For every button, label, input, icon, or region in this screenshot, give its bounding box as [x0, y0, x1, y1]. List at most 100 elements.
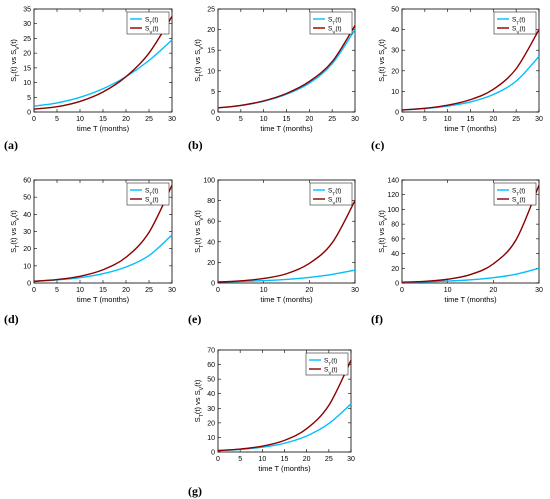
x-tick-label: 30	[351, 116, 359, 123]
legend-label: SV(t)	[145, 26, 159, 35]
y-tick-label: 50	[23, 195, 31, 202]
y-tick-label: 60	[23, 178, 31, 185]
legend-label: ST(t)	[328, 17, 341, 26]
y-axis-label: ST(t) vs SV(t)	[193, 39, 205, 82]
legend-label: ST(t)	[324, 358, 337, 367]
x-axis-label: time T (months)	[258, 464, 311, 473]
x-tick-label: 0	[216, 456, 220, 463]
y-tick-label: 40	[207, 239, 215, 246]
y-tick-label: 15	[23, 65, 31, 72]
legend-label: SV(t)	[328, 26, 342, 35]
x-tick-label: 20	[303, 456, 311, 463]
x-tick-label: 10	[260, 287, 268, 294]
y-tick-label: 140	[387, 178, 399, 185]
x-tick-label: 30	[168, 116, 176, 123]
chart-c: 0 5 10 15 20 25 30 0 10 20 30 40 50 time T (months) ST…	[377, 7, 543, 134]
panel-label-d: (d)	[4, 312, 19, 326]
y-tick-label: 120	[387, 192, 399, 199]
y-tick-label: 30	[391, 48, 399, 55]
x-tick-label: 30	[168, 287, 176, 294]
legend-label: ST(t)	[328, 188, 341, 197]
y-tick-label: 0	[27, 110, 31, 117]
x-tick-label: 20	[489, 116, 497, 123]
y-tick-label: 100	[387, 207, 399, 214]
chart-b: 0 5 10 15 20 25 30 0 5 10 15 20 25 time T (months) ST(…	[193, 7, 359, 134]
y-axis-label: ST(t) vs SV(t)	[377, 39, 389, 82]
x-axis-label: time T (months)	[260, 124, 313, 133]
x-tick-label: 10	[76, 287, 84, 294]
x-axis-label: time T (months)	[444, 124, 497, 133]
x-tick-label: 25	[145, 116, 153, 123]
chart-g: 0 5 10 15 20 25 30 0 10 20 30 40 50 60 70 time T (month…	[193, 348, 355, 474]
y-tick-label: 60	[207, 362, 215, 369]
x-tick-label: 5	[55, 116, 59, 123]
y-tick-label: 40	[391, 27, 399, 34]
y-tick-label: 20	[391, 266, 399, 273]
series-line-S-V	[401, 184, 540, 283]
axes-box	[401, 179, 540, 284]
x-tick-label: 0	[32, 287, 36, 294]
x-axis-label: time T (months)	[77, 124, 130, 133]
series-line-S-V	[217, 25, 356, 109]
y-tick-label: 10	[207, 435, 215, 442]
y-tick-label: 10	[207, 68, 215, 75]
y-tick-label: 25	[207, 7, 215, 14]
x-tick-label: 15	[99, 116, 107, 123]
series-line-S-V	[217, 359, 352, 452]
y-tick-label: 100	[203, 178, 215, 185]
y-tick-label: 15	[207, 48, 215, 55]
series-line-S-V	[33, 15, 173, 110]
y-tick-label: 25	[23, 36, 31, 43]
x-tick-label: 15	[281, 456, 289, 463]
x-tick-label: 10	[76, 116, 84, 123]
y-axis-label: ST(t) vs SV(t)	[9, 210, 21, 253]
y-tick-label: 5	[27, 95, 31, 102]
y-tick-label: 30	[23, 229, 31, 236]
y-tick-label: 0	[211, 450, 215, 457]
chart-a: 0 5 10 15 20 25 30 0 5 10 15 20 25 30 35 time T (months…	[9, 7, 176, 134]
y-tick-label: 0	[211, 110, 215, 117]
x-tick-label: 20	[122, 287, 130, 294]
y-tick-label: 40	[23, 212, 31, 219]
legend-label: ST(t)	[145, 188, 158, 197]
x-axis-label: time T (months)	[444, 295, 497, 304]
series-line-S-T	[33, 39, 173, 107]
y-tick-label: 0	[395, 281, 399, 288]
x-tick-label: 25	[512, 116, 520, 123]
y-tick-label: 20	[391, 68, 399, 75]
y-tick-label: 60	[391, 236, 399, 243]
panel-label-a: (a)	[4, 138, 18, 152]
x-tick-label: 5	[423, 116, 427, 123]
x-tick-label: 5	[238, 456, 242, 463]
legend-label: SV(t)	[145, 197, 159, 206]
x-tick-label: 30	[351, 287, 359, 294]
panel-label-b: (b)	[188, 138, 203, 152]
y-tick-label: 80	[207, 198, 215, 205]
y-tick-label: 40	[207, 391, 215, 398]
x-tick-label: 10	[444, 116, 452, 123]
y-tick-label: 70	[207, 348, 215, 355]
y-axis-label: ST(t) vs SV(t)	[377, 210, 389, 253]
chart-f: 0 10 20 30 0 20 40 60 80 100 120 140 time T (months)…	[377, 178, 543, 305]
panel-label-c: (c)	[371, 138, 385, 152]
y-tick-label: 10	[23, 263, 31, 270]
series-line-S-T	[217, 29, 356, 109]
y-tick-label: 60	[207, 219, 215, 226]
panel-label-g: (g)	[188, 484, 202, 498]
x-tick-label: 5	[55, 287, 59, 294]
y-tick-label: 20	[23, 51, 31, 58]
legend-label: ST(t)	[512, 17, 525, 26]
legend-label: ST(t)	[145, 17, 158, 26]
legend-label: SV(t)	[512, 197, 526, 206]
legend-label: SV(t)	[328, 197, 342, 206]
panel-label-f: (f)	[371, 312, 383, 326]
axes-box	[217, 179, 356, 284]
x-tick-label: 0	[400, 116, 404, 123]
series-line-S-V	[217, 200, 356, 283]
y-tick-label: 20	[23, 246, 31, 253]
y-tick-label: 10	[23, 80, 31, 87]
y-tick-label: 0	[211, 281, 215, 288]
x-tick-label: 0	[216, 116, 220, 123]
series-line-S-V	[401, 29, 540, 111]
x-tick-label: 20	[122, 116, 130, 123]
